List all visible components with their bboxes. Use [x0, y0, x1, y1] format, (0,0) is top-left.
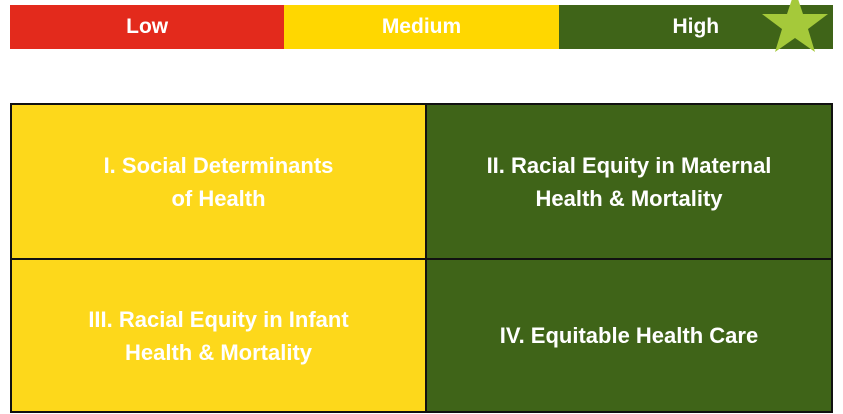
cell-text: of Health	[171, 185, 266, 211]
cell-text: I. Social Determinants	[103, 152, 334, 178]
cell: III. Racial Equity in Infant Health & Mor…	[12, 260, 427, 411]
quadrant-grid: I. Social Determinants of Health II. Raci…	[10, 103, 833, 413]
cell: I. Social Determinants of Health	[12, 105, 427, 260]
cell: IV. Equitable Health Care	[427, 260, 831, 411]
cell: II. Racial Equity in Maternal Health & Mo…	[427, 105, 831, 260]
legend: Low Medium High	[10, 5, 833, 49]
cell-text: Health & Mortality	[535, 185, 723, 211]
star	[762, 0, 828, 52]
legend-medium: Medium	[284, 5, 559, 49]
cell-text: III. Racial Equity in Infant	[88, 306, 349, 332]
legend-low: Low	[10, 5, 285, 49]
cell-text: Health & Mortality	[124, 339, 313, 365]
cell-text: IV. Equitable Health Care	[499, 323, 759, 348]
star-icon	[762, 0, 828, 52]
cell-text: II. Racial Equity in Maternal	[486, 152, 772, 178]
